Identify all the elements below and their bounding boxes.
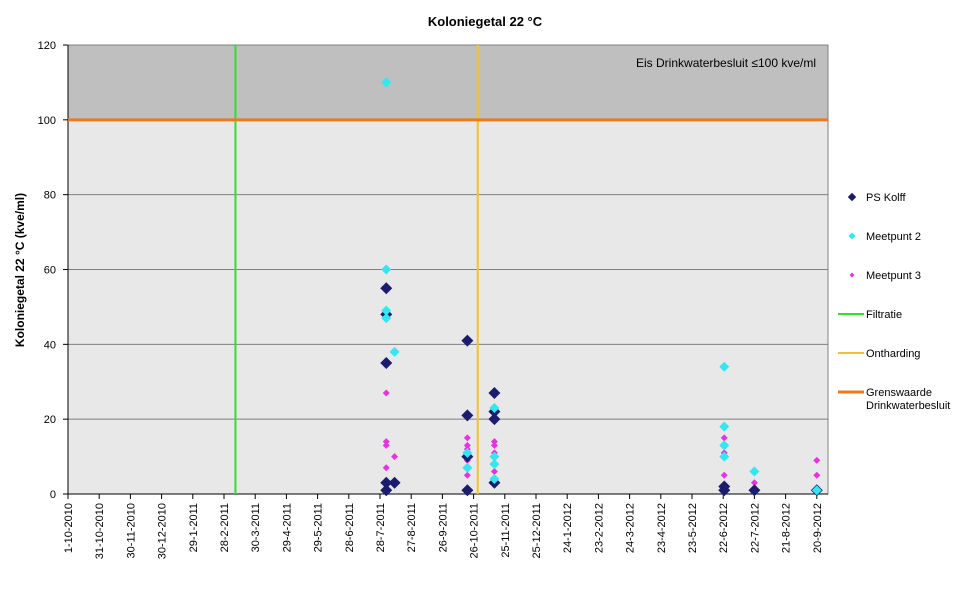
point-meetpunt-2 xyxy=(381,313,392,324)
point-meetpunt-3 xyxy=(391,453,399,461)
point-meetpunt-2 xyxy=(489,402,500,413)
y-tick-label: 0 xyxy=(50,489,56,501)
legend-label-grenswaarde: Drinkwaterbesluit xyxy=(866,400,950,412)
point-ps-kolff xyxy=(488,386,501,399)
point-meetpunt-2 xyxy=(462,462,473,473)
point-meetpunt-2 xyxy=(381,77,392,88)
annotation-eis: Eis Drinkwaterbesluit ≤100 kve/ml xyxy=(636,56,816,70)
point-meetpunt-2 xyxy=(489,459,500,470)
x-tick-label: 26-10-2011 xyxy=(469,503,481,558)
x-tick-label: 23-4-2012 xyxy=(656,503,668,553)
x-tick-label: 1-10-2010 xyxy=(63,503,75,553)
plot-area: 0 20 40 60 80 100 120 1-10-2010 31-10-2010 30-11-… xyxy=(38,40,829,559)
y-tick-label: 120 xyxy=(38,40,56,52)
x-tick-label: 22-7-2012 xyxy=(749,503,761,553)
point-meetpunt-3 xyxy=(382,464,390,472)
legend: PS Kolff Meetpunt 2 Meetpunt 3 Filtratie Ont… xyxy=(838,192,950,412)
x-tick-label: 23-2-2012 xyxy=(593,503,605,553)
point-meetpunt-2 xyxy=(462,447,473,458)
point-ps-kolff xyxy=(748,484,761,497)
point-meetpunt-3 xyxy=(490,438,498,446)
point-meetpunt-3 xyxy=(813,471,821,479)
x-tick-label: 24-1-2012 xyxy=(562,503,574,553)
legend-label-filtratie: Filtratie xyxy=(866,309,902,321)
point-meetpunt-2 xyxy=(811,485,822,496)
point-ps-kolff xyxy=(380,357,393,370)
plot-background-above xyxy=(68,45,828,120)
point-meetpunt-2 xyxy=(719,451,730,462)
point-meetpunt-3 xyxy=(463,441,471,449)
x-tick-label: 24-3-2012 xyxy=(625,503,637,553)
point-ps-kolff xyxy=(380,484,393,497)
point-meetpunt-3 xyxy=(463,471,471,479)
x-tick-label: 29-1-2011 xyxy=(188,503,200,552)
y-tick-label: 20 xyxy=(44,414,56,426)
point-ps-kolff xyxy=(461,334,474,347)
x-tick-label: 31-10-2010 xyxy=(94,503,106,559)
point-ps-kolff xyxy=(488,413,501,426)
chart-title: Koloniegetal 22 °C xyxy=(428,14,543,29)
point-meetpunt-3 xyxy=(382,389,390,397)
x-tick-label: 25-11-2011 xyxy=(500,503,512,558)
legend-label-ontharding: Ontharding xyxy=(866,348,920,360)
point-meetpunt-3 xyxy=(490,441,498,449)
point-meetpunt-3 xyxy=(382,441,390,449)
plot-background-below xyxy=(68,119,828,494)
x-tick-label: 29-5-2011 xyxy=(313,503,325,552)
point-ps-kolff xyxy=(461,409,474,422)
legend-label-grenswaarde: Grenswaarde xyxy=(866,387,932,399)
x-tick-label: 28-7-2011 xyxy=(375,503,387,552)
x-tick-label: 28-2-2011 xyxy=(219,503,231,552)
legend-marker-ps-kolff xyxy=(847,192,857,202)
point-meetpunt-3 xyxy=(720,471,728,479)
point-meetpunt-3 xyxy=(490,468,498,476)
x-tick-label: 21-8-2012 xyxy=(781,503,793,553)
legend-marker-meetpunt-3 xyxy=(849,272,855,278)
point-ps-kolff xyxy=(388,476,401,489)
x-tick-label: 25-12-2011 xyxy=(531,503,543,558)
point-meetpunt-2 xyxy=(719,361,730,372)
legend-label-meetpunt-3: Meetpunt 3 xyxy=(866,270,921,282)
point-meetpunt-2 xyxy=(489,451,500,462)
point-meetpunt-3 xyxy=(463,434,471,442)
y-tick-label: 40 xyxy=(44,339,56,351)
y-axis-label: Koloniegetal 22 °C (kve/ml) xyxy=(13,193,27,347)
x-tick-label: 28-6-2011 xyxy=(344,503,356,552)
x-tick-label: 23-5-2012 xyxy=(687,503,699,553)
point-meetpunt-2 xyxy=(389,346,400,357)
x-tick-label: 26-9-2011 xyxy=(437,503,449,552)
point-meetpunt-2 xyxy=(381,305,392,316)
y-tick-label: 60 xyxy=(44,265,56,277)
point-meetpunt-3 xyxy=(813,456,821,464)
point-meetpunt-3 xyxy=(382,438,390,446)
x-tick-label: 22-6-2012 xyxy=(718,503,730,553)
x-tick-label: 20-9-2012 xyxy=(812,503,824,553)
point-meetpunt-2 xyxy=(719,440,730,451)
x-tick-label: 27-8-2011 xyxy=(406,503,418,552)
point-meetpunt-2 xyxy=(719,421,730,432)
point-meetpunt-2 xyxy=(749,466,760,477)
x-tick-label: 30-11-2010 xyxy=(125,503,137,558)
point-ps-kolff xyxy=(718,484,731,497)
legend-label-ps-kolff: PS Kolff xyxy=(866,192,906,204)
legend-marker-meetpunt-2 xyxy=(848,232,856,240)
y-tick-label: 100 xyxy=(38,115,56,127)
point-meetpunt-2 xyxy=(381,264,392,275)
point-ps-kolff xyxy=(380,282,393,295)
y-tick-label: 80 xyxy=(44,190,56,202)
point-ps-kolff xyxy=(461,484,474,497)
point-meetpunt-2 xyxy=(489,474,500,485)
x-tick-label: 30-12-2010 xyxy=(157,503,169,559)
point-meetpunt-3 xyxy=(750,479,758,487)
x-tick-label: 30-3-2011 xyxy=(250,503,262,552)
point-ps-kolff xyxy=(380,476,393,489)
x-tick-label: 29-4-2011 xyxy=(281,503,293,552)
point-meetpunt-3 xyxy=(720,434,728,442)
legend-label-meetpunt-2: Meetpunt 2 xyxy=(866,231,921,243)
